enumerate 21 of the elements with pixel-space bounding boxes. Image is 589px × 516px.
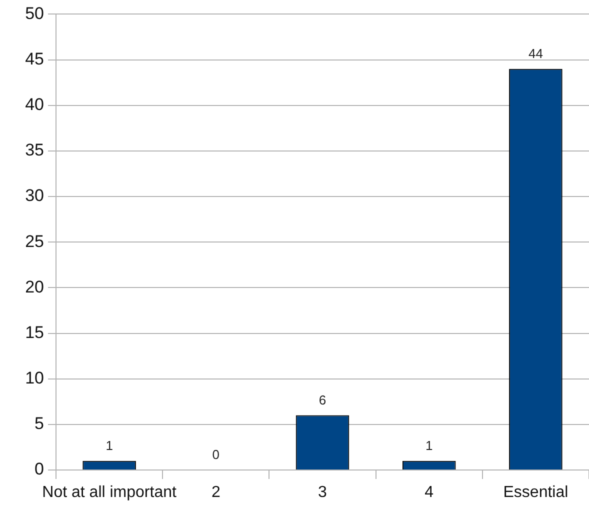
y-tick-label: 50 [25,4,44,23]
y-tick-label: 35 [25,140,44,160]
x-tick-label: 3 [318,484,328,502]
y-tick-label: 25 [25,232,44,251]
data-label: 1 [106,438,113,453]
data-label: 1 [425,438,433,453]
y-tick-label: 15 [25,322,44,342]
data-label: 6 [318,392,326,408]
y-tick-label: 20 [25,277,44,296]
y-tick-label: 45 [25,49,44,68]
data-label: 0 [212,447,220,462]
x-tick-label: Not at all important [42,484,177,502]
x-tick-label: Essential [503,484,568,502]
x-tick-label: 2 [211,484,220,502]
y-tick-label: 0 [34,460,44,479]
data-label: 44 [528,46,543,61]
y-tick-label: 40 [25,95,44,114]
y-tick-label: 30 [25,186,44,206]
x-tick-label: 4 [424,484,434,502]
y-tick-label: 5 [34,414,44,434]
y-tick-label: 10 [25,368,44,388]
